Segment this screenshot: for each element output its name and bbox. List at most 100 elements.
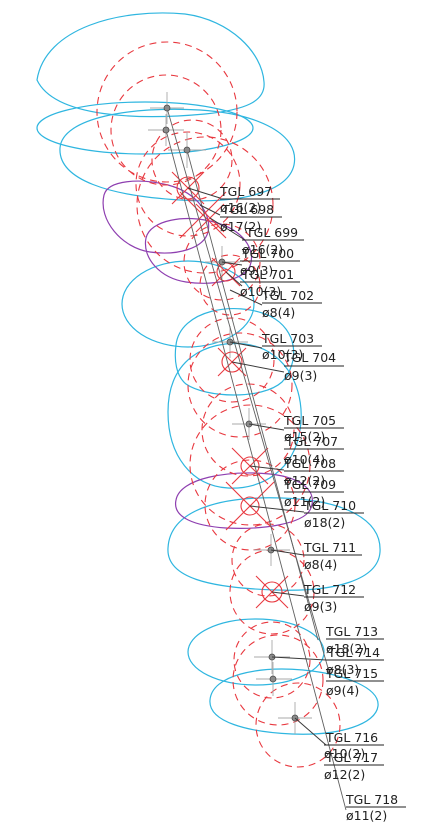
tree-label-name: TGL 701 xyxy=(241,267,294,282)
canopy-outline xyxy=(209,668,379,735)
tree-label-name: TGL 715 xyxy=(325,666,378,681)
tree-label-name: TGL 711 xyxy=(303,540,356,555)
leader-lines xyxy=(187,187,327,746)
canopy-outline xyxy=(174,308,295,396)
protection-zone xyxy=(135,131,241,237)
protection-zone xyxy=(201,383,295,477)
tree-label[interactable]: TGL 705 ø15(2) xyxy=(283,413,344,444)
tree-marker-rings xyxy=(176,176,283,603)
tree-label[interactable]: TGL 716 ø10(2) xyxy=(324,730,384,761)
tree-label-name: TGL 703 xyxy=(261,331,314,346)
tree-label-name: TGL 698 xyxy=(221,202,274,217)
tree-label-dim: ø9(3) xyxy=(304,599,337,614)
canopy-outline xyxy=(121,260,255,348)
tree-labels: TGL 697 ø16(2) TGL 698 ø17(2) TGL 699 ø1… xyxy=(219,184,406,823)
tree-label-name: TGL 716 xyxy=(325,730,378,745)
tree-label-name: TGL 714 xyxy=(327,645,380,660)
protection-zone xyxy=(189,404,311,526)
protection-zones xyxy=(96,41,341,768)
tree-label-dim: ø10(4) xyxy=(284,452,325,467)
tree-label[interactable]: TGL 718 ø11(2) xyxy=(345,792,406,823)
tree-label-dim: ø10(3) xyxy=(262,347,303,362)
tree-label-name: TGL 709 xyxy=(283,477,336,492)
tree-node xyxy=(163,104,171,112)
tree-marker-ring xyxy=(221,351,243,373)
tree-label-name: TGL 705 xyxy=(283,413,336,428)
protection-zone xyxy=(232,634,324,726)
tree-marker-ring xyxy=(240,456,260,476)
protection-zone xyxy=(110,74,222,186)
tree-nodes xyxy=(162,104,299,722)
tree-label-dim: ø16(2) xyxy=(220,200,261,215)
tree-label[interactable]: TGL 711 ø8(4) xyxy=(303,540,362,572)
tree-marker-ring xyxy=(240,496,260,516)
tree-label-dim: ø12(2) xyxy=(284,473,325,488)
tree-label-name: TGL 699 xyxy=(245,225,298,240)
tree-label-dim: ø9(4) xyxy=(326,683,359,698)
tree-label-dim: ø15(2) xyxy=(284,429,325,444)
tree-label-dim: ø18(2) xyxy=(304,515,345,530)
protection-zone xyxy=(151,119,233,201)
tree-label-name: TGL 702 xyxy=(261,288,314,303)
tree-label[interactable]: TGL 703 ø10(3) xyxy=(261,331,322,362)
tree-label-name: TGL 700 xyxy=(241,246,294,261)
tree-label-name: TGL 697 xyxy=(219,184,272,199)
tree-label-name: TGL 708 xyxy=(283,456,336,471)
tree-label-dim: ø12(2) xyxy=(324,767,365,782)
alignment-axis xyxy=(165,107,347,811)
tree-label[interactable]: TGL 712 ø9(3) xyxy=(303,582,364,614)
tree-marker-ring xyxy=(261,581,283,603)
canopy-outline xyxy=(59,108,296,202)
tree-node xyxy=(269,675,277,683)
tree-label[interactable]: TGL 709 ø11(2) xyxy=(283,477,344,509)
canopy-outline-alt xyxy=(144,217,252,284)
tree-label[interactable]: TGL 697 ø16(2) xyxy=(219,184,280,215)
tree-label[interactable]: TGL 717 ø12(2) xyxy=(324,750,384,782)
tree-label[interactable]: TGL 708 ø12(2) xyxy=(283,456,344,488)
tree-label-dim: ø9(3) xyxy=(240,263,273,278)
tree-label-dim: ø10(2) xyxy=(324,746,365,761)
tree-label-dim: ø10(3) xyxy=(240,284,281,299)
tree-label[interactable]: TGL 707 ø10(4) xyxy=(284,434,344,467)
canopy-outline xyxy=(36,12,265,118)
tree-label[interactable]: TGL 698 ø17(2) xyxy=(220,202,282,234)
protection-zone xyxy=(255,682,341,768)
tree-label[interactable]: TGL 710 ø18(2) xyxy=(303,498,364,530)
tree-node xyxy=(162,126,170,134)
canopy-outline-alt xyxy=(175,472,313,529)
tree-marker-ring xyxy=(176,176,200,200)
protection-zone xyxy=(96,41,238,183)
protection-zone xyxy=(183,223,261,301)
tree-label-dim: ø8(4) xyxy=(262,305,295,320)
tree-label-name: TGL 717 xyxy=(325,750,378,765)
tree-label[interactable]: TGL 713 ø18(2) xyxy=(325,624,384,656)
tree-label-name: TGL 704 xyxy=(283,350,336,365)
tree-label[interactable]: TGL 704 ø9(3) xyxy=(283,350,344,383)
canopy-outline xyxy=(167,342,302,489)
tree-label[interactable]: TGL 701 ø10(3) xyxy=(240,267,300,299)
tree-node xyxy=(183,146,191,154)
tree-label-dim: ø18(2) xyxy=(326,641,367,656)
protection-zone xyxy=(199,254,261,316)
canopy-outline xyxy=(187,618,325,686)
tree-label-dim: ø8(3) xyxy=(326,662,359,677)
tree-label[interactable]: TGL 699 ø16(2) xyxy=(242,225,304,257)
tree-label-name: TGL 713 xyxy=(325,624,378,639)
protection-zone xyxy=(231,523,305,597)
protection-zone xyxy=(204,459,296,551)
tree-label[interactable]: TGL 714 ø8(3) xyxy=(326,645,384,677)
tree-label-dim: ø17(2) xyxy=(220,219,261,234)
tree-label[interactable]: TGL 700 ø9(3) xyxy=(240,246,300,278)
tree-label-dim: ø11(2) xyxy=(346,808,387,823)
protection-zone xyxy=(136,136,274,274)
tree-label-dim: ø8(4) xyxy=(304,557,337,572)
tree-label[interactable]: TGL 702 ø8(4) xyxy=(261,288,322,320)
tree-label[interactable]: TGL 715 ø9(4) xyxy=(325,666,384,698)
canopy-outline xyxy=(167,497,381,591)
tree-label-name: TGL 718 xyxy=(345,792,398,807)
tree-label-name: TGL 710 xyxy=(303,498,356,513)
protection-zone xyxy=(233,621,311,699)
tree-label-dim: ø11(2) xyxy=(284,494,325,509)
tree-label-name: TGL 712 xyxy=(303,582,356,597)
